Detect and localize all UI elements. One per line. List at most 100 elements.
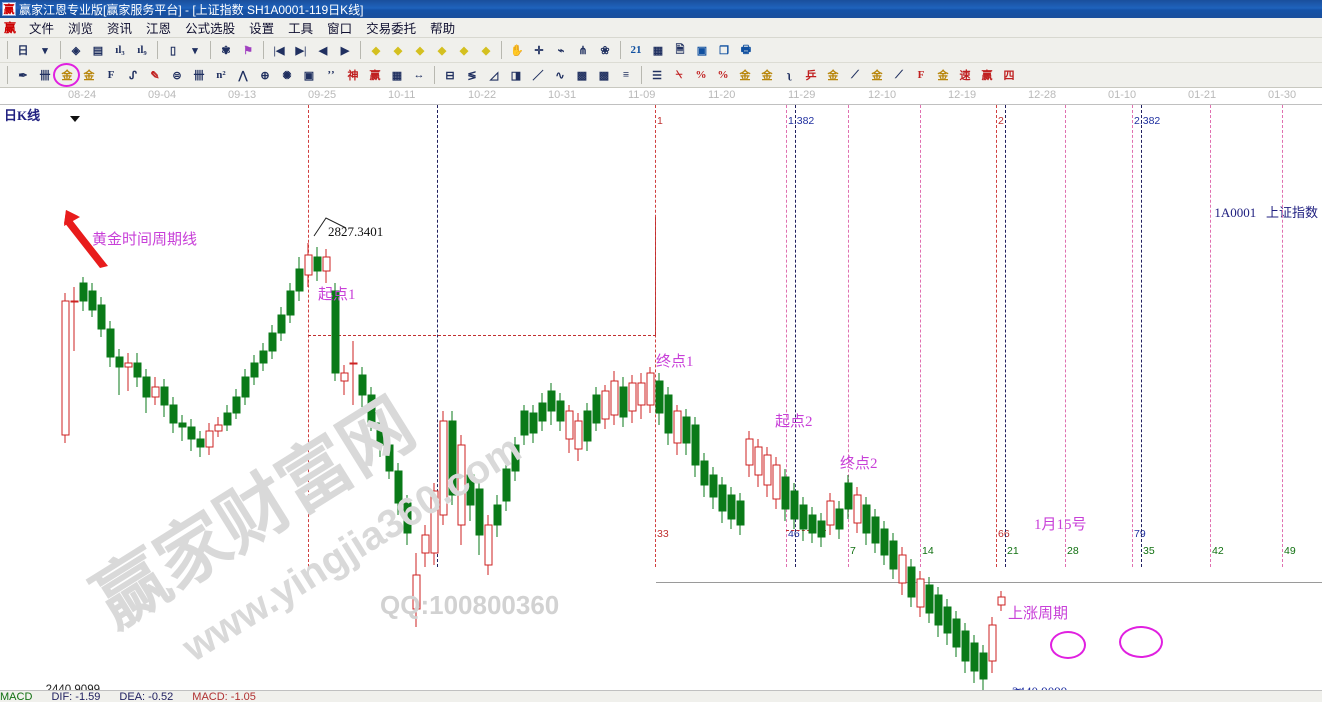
percent-line-icon[interactable]: %	[712, 64, 734, 86]
gann-fan-icon[interactable]: ⋔	[572, 39, 594, 61]
candle-style-icon[interactable]: ▯	[162, 39, 184, 61]
spreadsheet-icon[interactable]: ▦	[647, 39, 669, 61]
gold-fan-icon[interactable]: 金	[822, 64, 844, 86]
trend-line-icon[interactable]: ／	[527, 64, 549, 86]
angle-icon[interactable]: ⋀	[232, 64, 254, 86]
overlay-compare-icon[interactable]: ◈	[65, 39, 87, 61]
candle	[664, 387, 673, 445]
menu-item-gann[interactable]: 江恩	[146, 22, 172, 36]
zoom-diamond-2-icon[interactable]: ◆	[387, 39, 409, 61]
shen-icon[interactable]: 神	[342, 64, 364, 86]
f-slope-icon[interactable]: F	[910, 64, 932, 86]
menu-item-window[interactable]: 窗口	[327, 22, 353, 36]
date-tick-label: 09-13	[228, 89, 257, 101]
grid-dense-icon[interactable]: ▩	[593, 64, 615, 86]
fan-lines-icon[interactable]: ≶	[461, 64, 483, 86]
zoom-diamond-3-icon[interactable]: ◆	[409, 39, 431, 61]
print-icon[interactable]: 🖶	[735, 39, 757, 61]
fan-box-icon[interactable]: ◿	[483, 64, 505, 86]
flag-icon-glyph: ⚑	[243, 44, 253, 57]
pen-tool-icon[interactable]: ✒	[12, 64, 34, 86]
subchart-9-icon[interactable]: ıl₉	[131, 39, 153, 61]
menu-item-trade[interactable]: 交易委托	[366, 22, 417, 36]
hand-pan-icon[interactable]: ✋	[506, 39, 528, 61]
crosshair-icon[interactable]: ✛	[528, 39, 550, 61]
percent-strike-icon[interactable]: ⍀	[668, 64, 690, 86]
gold-line-icon[interactable]: 金	[756, 64, 778, 86]
candle	[331, 283, 340, 381]
chart-area[interactable]: 08-24 09-04 09-13 09-25 10-11 10-22 10-31 11-09…	[0, 88, 1322, 702]
window-title: 赢家江恩专业版[赢家服务平台] - [上证指数 SH1A0001-119日K线]	[19, 2, 364, 17]
cycle-arc-icon[interactable]: ᔑ	[122, 64, 144, 86]
menu-item-help[interactable]: 帮助	[430, 22, 456, 36]
percent-icon[interactable]: %	[690, 64, 712, 86]
menu-item-settings[interactable]: 设置	[249, 22, 275, 36]
candle-style-dropdown-arrow[interactable]: ▾	[184, 39, 206, 61]
gold-slope-2-icon[interactable]: 金	[932, 64, 954, 86]
zoom-diamond-4-icon[interactable]: ◆	[431, 39, 453, 61]
ying-icon[interactable]: 赢	[364, 64, 386, 86]
channel-box-icon[interactable]: ⊟	[439, 64, 461, 86]
pen-dot-icon[interactable]: ʅ	[778, 64, 800, 86]
quote-icon[interactable]: ʼʼ	[320, 64, 342, 86]
zoom-diamond-6-icon[interactable]: ◆	[475, 39, 497, 61]
square-n-icon[interactable]: n²	[210, 64, 232, 86]
formula-icon[interactable]: ✾	[215, 39, 237, 61]
si-slope-icon[interactable]: 四	[998, 64, 1020, 86]
gold-circle-icon[interactable]: 金	[734, 64, 756, 86]
copy-icon[interactable]: ❐	[713, 39, 735, 61]
fan-slope-1-icon[interactable]: ⟋	[844, 64, 866, 86]
prev-page-icon[interactable]: ◀	[312, 39, 334, 61]
ying-slope-icon[interactable]: 赢	[976, 64, 998, 86]
bars-icon[interactable]: 卌	[188, 64, 210, 86]
document-icon[interactable]: 🗎	[669, 39, 691, 61]
fan-shade-icon[interactable]: ◨	[505, 64, 527, 86]
red-fan-icon[interactable]: 乒	[800, 64, 822, 86]
subchart-3-icon[interactable]: ıl₃	[109, 39, 131, 61]
first-page-icon[interactable]: |◀	[268, 39, 290, 61]
circle-grid-icon[interactable]: ⊜	[166, 64, 188, 86]
target-icon[interactable]: ⊕	[254, 64, 276, 86]
menu-item-tools[interactable]: 工具	[288, 22, 314, 36]
zigzag-icon[interactable]: ∿	[549, 64, 571, 86]
pen-red-icon[interactable]: ✎	[144, 64, 166, 86]
menu-item-formula-stock-pick[interactable]: 公式选股	[185, 22, 236, 36]
grid-fine-icon[interactable]: ▩	[571, 64, 593, 86]
cycle-lines-icon[interactable]: 卌	[34, 64, 56, 86]
last-page-icon[interactable]: ▶|	[290, 39, 312, 61]
brain-icon[interactable]: ❀	[594, 39, 616, 61]
period-dropdown-arrow[interactable]: ▾	[34, 39, 56, 61]
su-slope-icon[interactable]: 速	[954, 64, 976, 86]
menu-item-news[interactable]: 资讯	[107, 22, 133, 36]
price-plot[interactable]: 1 33 1.382 46 7 14 2 66 21 28 2.382 79 35 42 49	[0, 105, 1322, 690]
quote-icon-glyph: ʼʼ	[327, 69, 335, 81]
list-icon[interactable]: ☰	[646, 64, 668, 86]
save-icon[interactable]: ▣	[691, 39, 713, 61]
compass-draw-icon[interactable]: ⌁	[550, 39, 572, 61]
menu-item-file[interactable]: 文件	[29, 22, 55, 36]
gold-slope-icon[interactable]: 金	[866, 64, 888, 86]
cycle-f-icon[interactable]: F	[100, 64, 122, 86]
gold-cycle-line-2-icon[interactable]: 金	[78, 64, 100, 86]
menu-item-browse[interactable]: 浏览	[68, 22, 94, 36]
next-page-icon[interactable]: ▶	[334, 39, 356, 61]
toolbar-separator	[263, 41, 264, 59]
star-burst-icon[interactable]: ✺	[276, 64, 298, 86]
measure-icon[interactable]: ↔	[408, 64, 430, 86]
calendar-icon[interactable]: 21	[625, 39, 647, 61]
gold-cycle-line-icon[interactable]: 金	[53, 63, 80, 87]
parallel-lines-icon[interactable]: ≡	[615, 64, 637, 86]
zoom-diamond-5-icon[interactable]: ◆	[453, 39, 475, 61]
zoom-diamond-1-icon[interactable]: ◆	[365, 39, 387, 61]
grid-icon[interactable]: ▦	[386, 64, 408, 86]
slope-2-icon[interactable]: ⟋	[888, 64, 910, 86]
report-icon-glyph: ▤	[92, 44, 104, 57]
flag-icon[interactable]: ⚑	[237, 39, 259, 61]
period-dropdown-caret-icon[interactable]	[70, 116, 80, 122]
report-icon[interactable]: ▤	[87, 39, 109, 61]
period-day-button[interactable]: 日	[12, 39, 34, 61]
box-icon[interactable]: ▣	[298, 64, 320, 86]
candle	[142, 369, 151, 413]
candle	[601, 385, 610, 429]
